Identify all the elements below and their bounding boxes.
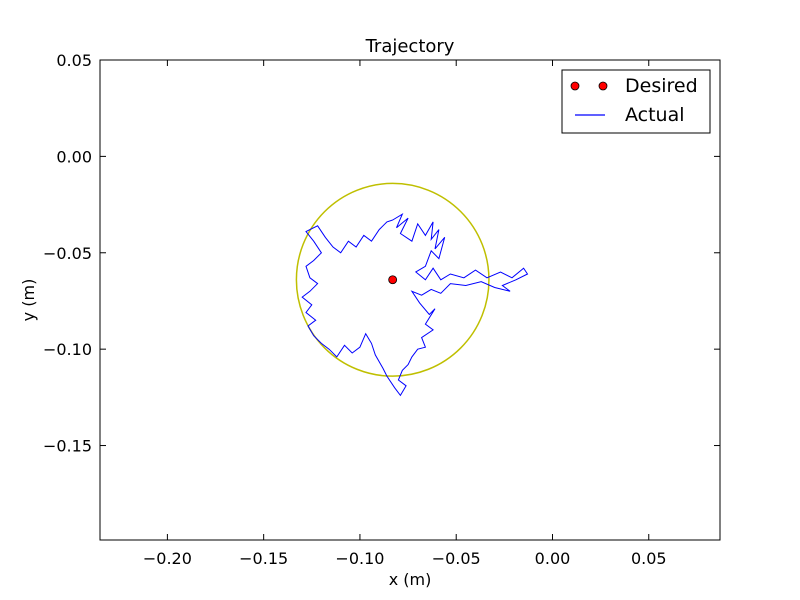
y-tick-label: 0.05 — [56, 51, 92, 70]
x-axis-label: x (m) — [389, 570, 432, 589]
x-tick-label: −0.20 — [143, 549, 192, 568]
x-axis: −0.20 −0.15 −0.10 −0.05 0.00 0.05 — [143, 60, 667, 568]
marker-layer — [388, 275, 398, 285]
reference-circle — [295, 182, 490, 377]
y-tick-label: −0.05 — [43, 244, 92, 263]
x-tick-label: −0.10 — [335, 549, 384, 568]
desired-point-marker — [388, 275, 398, 285]
series-layer — [301, 212, 529, 397]
legend-desired-label: Desired — [625, 75, 698, 97]
y-tick-label: −0.10 — [43, 340, 92, 359]
x-tick-label: 0.05 — [631, 549, 667, 568]
plot-background — [100, 60, 720, 540]
legend-actual-label: Actual — [625, 104, 685, 126]
y-axis-label: y (m) — [19, 279, 38, 322]
legend-box — [561, 69, 711, 134]
reference-circle-layer — [295, 182, 490, 377]
plot-frame — [99, 59, 721, 541]
plot-area — [99, 59, 721, 541]
chart-title: Trajectory — [365, 36, 455, 57]
legend-desired-marker-left — [570, 81, 580, 91]
x-tick-label: 0.00 — [535, 549, 571, 568]
y-tick-label: −0.15 — [43, 437, 92, 456]
actual-trajectory-line — [301, 212, 529, 397]
legend-desired-marker-right — [598, 81, 608, 91]
x-tick-label: −0.15 — [239, 549, 288, 568]
legend: Desired Actual — [561, 69, 711, 134]
y-tick-label: 0.00 — [56, 147, 92, 166]
y-axis: 0.05 0.00 −0.05 −0.10 −0.15 — [43, 51, 720, 456]
x-tick-label: −0.05 — [432, 549, 481, 568]
